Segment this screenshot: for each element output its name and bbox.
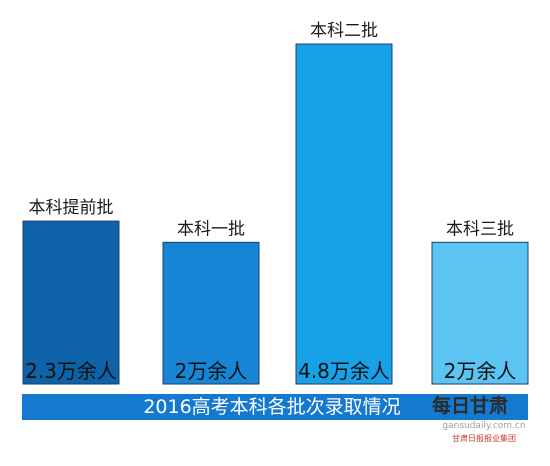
watermark-url: gansudaily.com.cn: [442, 421, 525, 431]
value-label-4: 2万余人: [444, 359, 517, 383]
category-label-2: 本科一批: [177, 219, 245, 239]
category-label-4: 本科三批: [446, 219, 514, 239]
category-label-3: 本科二批: [310, 21, 378, 41]
value-label-3: 4.8万余人: [298, 359, 390, 383]
bar-2: [162, 241, 260, 385]
chart-title: 2016高考本科各批次录取情况: [143, 396, 400, 418]
bar-4: [431, 241, 529, 385]
bar-3: [295, 43, 393, 385]
value-label-1: 2.3万余人: [25, 359, 117, 383]
title-band: [22, 394, 528, 420]
bars-group: [22, 43, 529, 385]
category-label-1: 本科提前批: [29, 198, 114, 218]
bar-1: [22, 220, 120, 385]
watermark-subtitle: 甘肃日报报业集团: [452, 433, 516, 443]
value-label-2: 2万余人: [175, 359, 248, 383]
watermark-logo: 每日甘肃: [432, 394, 508, 417]
value-labels-group: 2.3万余人 2万余人 4.8万余人 2万余人: [25, 359, 516, 383]
watermark-logo-group: 每日甘肃 gansudaily.com.cn 甘肃日报报业集团: [432, 394, 526, 443]
